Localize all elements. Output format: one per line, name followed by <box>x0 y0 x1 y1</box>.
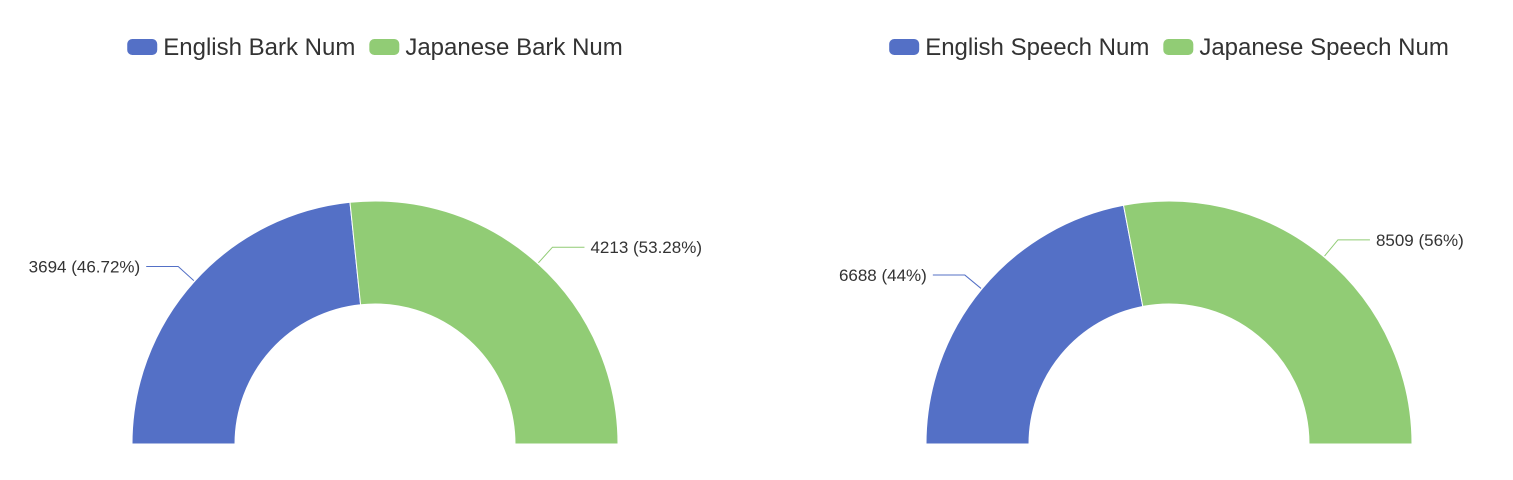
legend-item[interactable]: Japanese Bark Num <box>369 34 623 61</box>
legend-swatch <box>127 39 158 55</box>
legend: English Speech Num Japanese Speech Num <box>889 34 1449 61</box>
label-leader-line <box>932 274 982 289</box>
label-leader-line <box>1324 239 1370 257</box>
donut-slice[interactable] <box>131 201 362 445</box>
legend-label: Japanese Speech Num <box>1199 34 1449 61</box>
donut-slice[interactable] <box>1122 200 1413 445</box>
legend-item[interactable]: Japanese Speech Num <box>1163 34 1449 61</box>
legend: English Bark Num Japanese Bark Num <box>127 34 623 61</box>
label-leader-line <box>146 266 195 281</box>
legend-swatch <box>1163 39 1194 55</box>
legend-swatch <box>889 39 920 55</box>
label-leader-line <box>538 246 585 264</box>
slice-data-label: 3694 (46.72%) <box>29 258 141 277</box>
legend-label: English Bark Num <box>163 34 355 61</box>
donut-slice[interactable] <box>349 200 619 445</box>
legend-item[interactable]: English Speech Num <box>889 34 1149 61</box>
slice-data-label: 6688 (44%) <box>839 266 927 285</box>
slice-data-label: 4213 (53.28%) <box>590 238 702 257</box>
half-donut-chart-2: English Speech Num Japanese Speech Num 668… <box>839 34 1464 445</box>
legend-item[interactable]: English Bark Num <box>127 34 355 61</box>
slice-data-label: 8509 (56%) <box>1376 231 1464 250</box>
legend-swatch <box>369 39 400 55</box>
legend-label: English Speech Num <box>925 34 1149 61</box>
donut-slice[interactable] <box>925 204 1144 445</box>
legend-label: Japanese Bark Num <box>405 34 622 61</box>
half-donut-chart-1: English Bark Num Japanese Bark Num 3694 (4… <box>29 34 702 445</box>
